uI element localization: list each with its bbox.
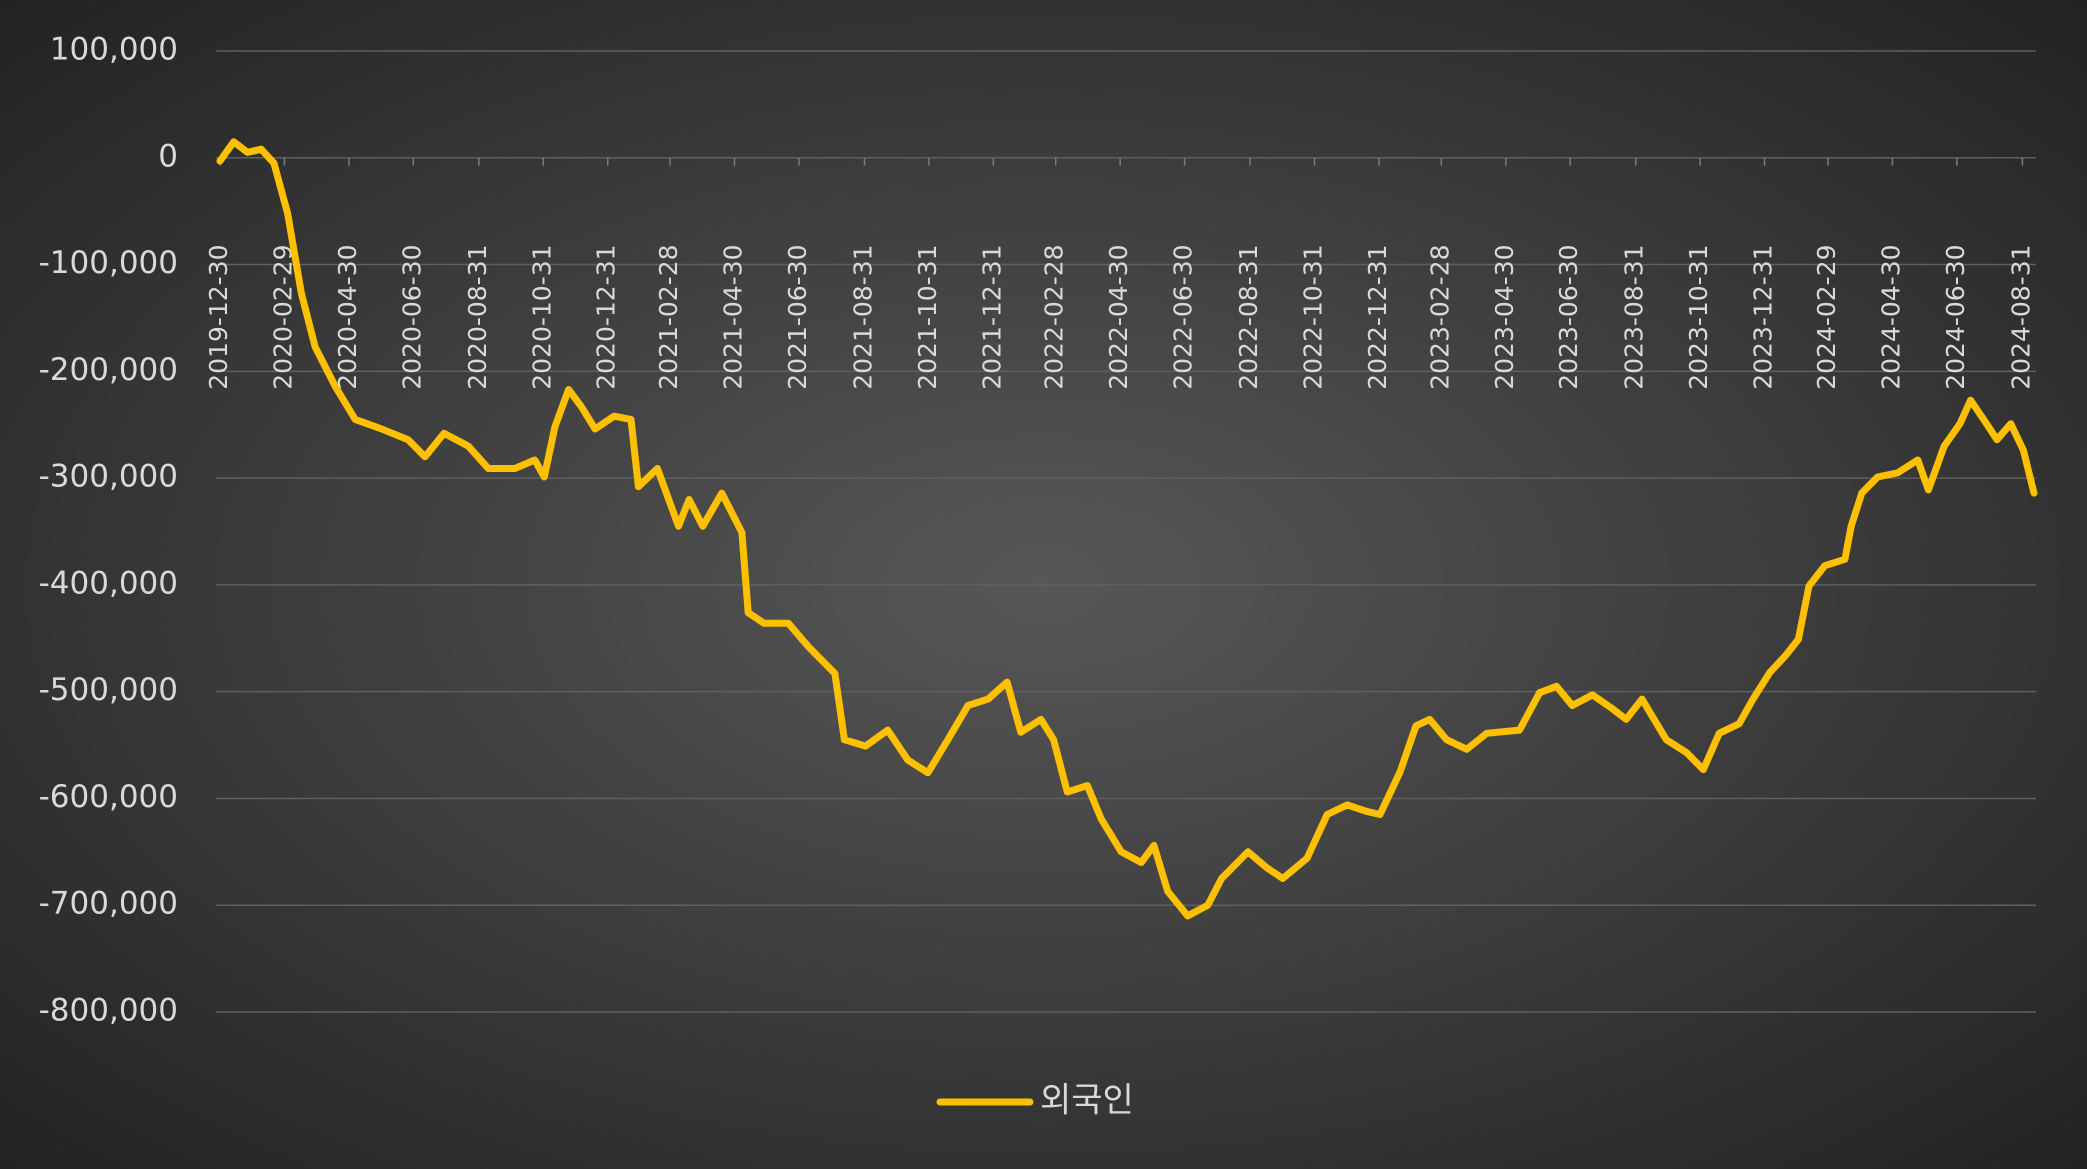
x-tick-label: 2021-04-30 [719,244,748,389]
x-tick-label: 2021-10-31 [913,244,942,389]
x-tick-label: 2020-10-31 [527,244,556,389]
y-tick-label: -500,000 [39,672,178,708]
x-tick-label: 2023-08-31 [1620,244,1649,389]
y-tick-label: -400,000 [39,565,178,601]
x-tick-label: 2021-08-31 [848,244,877,389]
x-tick-label: 2021-06-30 [783,244,812,389]
x-tick-label: 2020-04-30 [333,244,362,389]
x-tick-label: 2021-12-31 [977,244,1006,389]
x-tick-label: 2023-12-31 [1749,244,1778,389]
y-tick-label: -100,000 [39,245,178,281]
x-tick-label: 2023-02-28 [1425,244,1454,389]
data-line [216,138,2038,920]
x-tick-label: 2023-10-31 [1684,244,1713,389]
x-tick-label: 2022-02-28 [1040,244,1069,389]
x-tick-label: 2020-12-31 [592,244,621,389]
x-tick-label: 2022-10-31 [1299,244,1328,389]
x-tick-label: 2020-02-29 [268,244,297,389]
y-tick-label: 0 [158,138,178,174]
y-tick-label: -200,000 [39,352,178,388]
x-tick-label: 2019-12-30 [204,244,233,389]
x-tick-label: 2022-06-30 [1169,244,1198,389]
x-tick-label: 2023-04-30 [1490,244,1519,389]
legend-label: 외국인 [1040,1081,1134,1121]
x-tick-label: 2022-08-31 [1234,244,1263,389]
y-tick-label: -800,000 [39,993,178,1029]
grid: 100,000 0 -100,000 -200,000 -300,000 -400,000… [39,32,2036,1029]
x-tick-label: 2021-02-28 [654,244,683,389]
x-tick-label: 2020-08-31 [463,244,492,389]
y-tick-label: -600,000 [39,779,178,815]
x-tick-label: 2022-12-31 [1363,244,1392,389]
y-tick-label: -300,000 [39,459,178,495]
x-tick-label: 2024-08-31 [2006,244,2035,389]
x-tick-label: 2023-06-30 [1554,244,1583,389]
x-tick-label: 2024-02-29 [1812,244,1841,389]
y-tick-label: -700,000 [39,886,178,922]
x-tick-label: 2022-04-30 [1104,244,1133,389]
x-tick-label: 2020-06-30 [397,244,426,389]
y-tick-label: 100,000 [50,32,178,68]
x-tick-label: 2024-06-30 [1941,244,1970,389]
plot: 외국인 [216,138,2038,1121]
x-tick-label: 2024-04-30 [1876,244,1905,389]
